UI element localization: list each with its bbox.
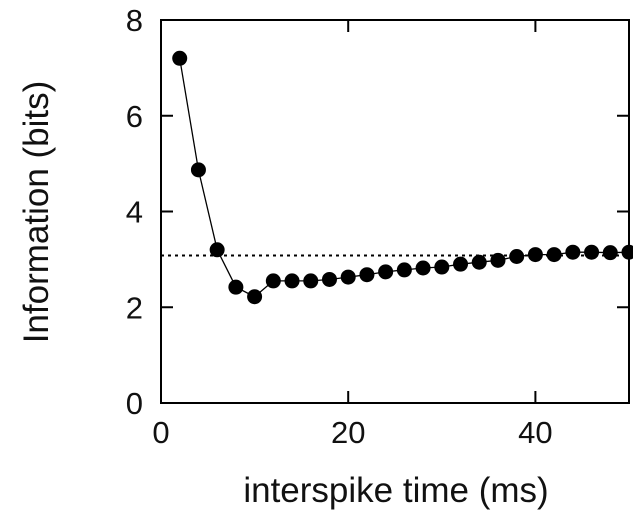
data-point: [190, 162, 206, 178]
y-tick-label: 8: [126, 3, 143, 38]
data-point: [490, 252, 506, 268]
x-tick-label: 40: [518, 415, 552, 450]
y-tick-label: 4: [126, 195, 143, 230]
data-point: [303, 273, 319, 289]
data-point: [265, 273, 281, 289]
data-point: [172, 50, 188, 66]
data-point: [509, 249, 525, 265]
plot-frame: [160, 19, 630, 404]
data-point: [359, 267, 375, 283]
data-point: [602, 245, 618, 261]
data-point: [621, 244, 633, 260]
data-point: [434, 259, 450, 275]
y-axis-title: Information (bits): [17, 81, 56, 344]
x-axis-title: interspike time (ms): [243, 471, 548, 510]
y-tick-label: 6: [126, 99, 143, 134]
data-point: [415, 260, 431, 276]
data-point: [471, 254, 487, 270]
y-tick-label: 0: [126, 386, 143, 421]
data-point: [453, 256, 469, 272]
x-tick-label: 20: [331, 415, 365, 450]
data-point: [321, 271, 337, 287]
data-point: [584, 244, 600, 260]
data-point: [546, 247, 562, 263]
data-point: [527, 247, 543, 263]
data-point: [228, 279, 244, 295]
data-point: [284, 273, 300, 289]
data-point: [396, 262, 412, 278]
y-tick-label: 2: [126, 290, 143, 325]
data-point: [209, 242, 225, 258]
axis-ticks: 0 2 4 6 8 0 20 40: [126, 3, 629, 450]
data-point: [565, 244, 581, 260]
data-point: [340, 269, 356, 285]
plot-area: [160, 19, 633, 404]
data-point: [378, 264, 394, 280]
x-tick-label: 0: [152, 415, 169, 450]
series-line: [179, 58, 630, 298]
data-point: [247, 289, 263, 305]
